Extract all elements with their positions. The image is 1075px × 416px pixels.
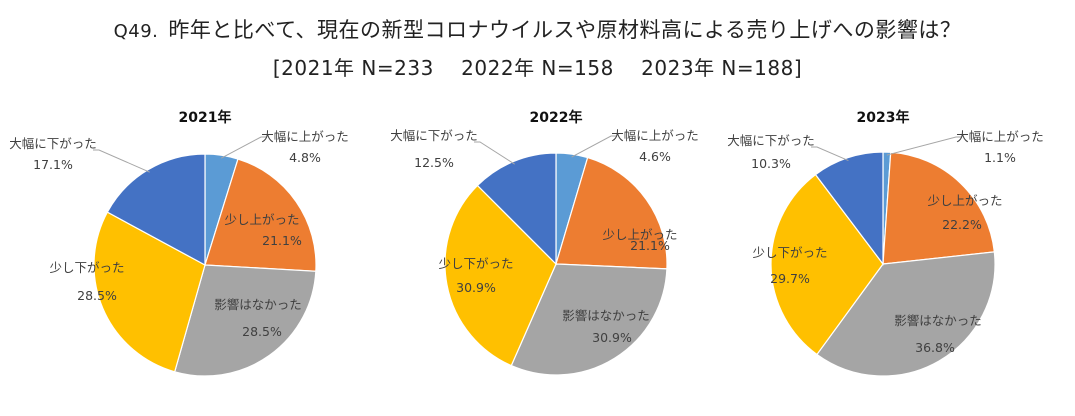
pie-slice-3-2: [882, 151, 996, 265]
pie-slice-1-2: [204, 158, 317, 272]
slice-value-3-4: 29.7%: [770, 271, 810, 286]
leader-line-2-5: [474, 141, 515, 165]
slice-value-1-3: 28.5%: [242, 324, 282, 339]
pie-title-3: 2023年: [857, 109, 910, 126]
pie-chart-1: 大幅に上がった 4.8% 少し上がった 21.1% 影響はなかった 28.5% 少し下がった…: [9, 109, 349, 377]
pie-chart-3: 大幅に上がった 1.1% 少し上がった 22.2% 影響はなかった 36.8% 少し下がった…: [727, 109, 1044, 377]
pie-slice-2-2: [555, 156, 668, 270]
sample-size-subtitle: [2021年 N=233 2022年 N=158 2023年 N=188]: [272, 56, 803, 80]
slice-value-3-5: 10.3%: [751, 156, 791, 171]
slice-label-2-1: 大幅に上がった: [611, 128, 699, 143]
slice-label-2-2: 少し上がった: [602, 227, 677, 242]
slice-label-3-4: 少し下がった: [752, 245, 827, 260]
slice-value-1-4: 28.5%: [77, 288, 117, 303]
slice-value-2-3: 30.9%: [592, 330, 632, 345]
slice-label-3-1: 大幅に上がった: [956, 129, 1044, 144]
question-text: 昨年と比べて、現在の新型コロナウイルスや原材料高による売り上げへの影響は？: [168, 18, 962, 42]
slice-label-1-2: 少し上がった: [224, 212, 299, 227]
pie-slice-1-3: [173, 264, 317, 377]
pie-slice-1-5: [106, 153, 206, 267]
pie-title-1: 2021年: [179, 109, 232, 126]
slice-value-1-5: 17.1%: [33, 157, 73, 172]
slice-label-1-4: 少し下がった: [49, 260, 124, 275]
leader-line-1-1: [220, 136, 267, 159]
slice-label-2-4: 少し下がった: [438, 256, 513, 271]
slice-label-1-5: 大幅に下がった: [9, 136, 97, 151]
slice-value-1-2: 21.1%: [262, 233, 302, 248]
question-number: Q49.: [113, 21, 159, 42]
slice-label-1-3: 影響はなかった: [214, 297, 302, 312]
slice-label-2-3: 影響はなかった: [562, 308, 650, 323]
pie-title-2: 2022年: [530, 109, 583, 126]
slice-label-2-5: 大幅に下がった: [390, 128, 478, 143]
slice-label-1-1: 大幅に上がった: [261, 129, 349, 144]
pie-slice-3-4: [770, 173, 884, 356]
pie-slice-2-3: [510, 263, 668, 376]
leader-line-2-1: [571, 135, 617, 158]
slice-value-3-2: 22.2%: [942, 217, 982, 232]
slice-value-3-3: 36.8%: [915, 340, 955, 355]
leader-line-1-5: [93, 149, 150, 173]
slice-value-3-1: 1.1%: [984, 150, 1016, 165]
slice-value-2-4: 30.9%: [456, 280, 496, 295]
pie-slice-1-4: [93, 211, 206, 373]
slice-value-2-5: 12.5%: [414, 155, 454, 170]
chart-main-title: Q49. 昨年と比べて、現在の新型コロナウイルスや原材料高による売り上げへの影響は…: [0, 14, 1075, 44]
leader-line-3-1: [886, 136, 962, 156]
slice-label-3-2: 少し上がった: [927, 193, 1002, 208]
pie-slice-2-5: [476, 152, 557, 266]
slice-label-3-5: 大幅に下がった: [727, 133, 815, 148]
slice-value-2-2: 21.1%: [630, 238, 670, 253]
slice-label-3-3: 影響はなかった: [894, 313, 982, 328]
pie-slice-3-3: [816, 251, 996, 377]
pie-slice-2-4: [444, 184, 557, 367]
pie-slice-3-5: [814, 151, 884, 266]
slice-value-1-1: 4.8%: [289, 150, 321, 165]
leader-line-3-5: [811, 146, 849, 162]
slice-value-2-1: 4.6%: [639, 149, 671, 164]
